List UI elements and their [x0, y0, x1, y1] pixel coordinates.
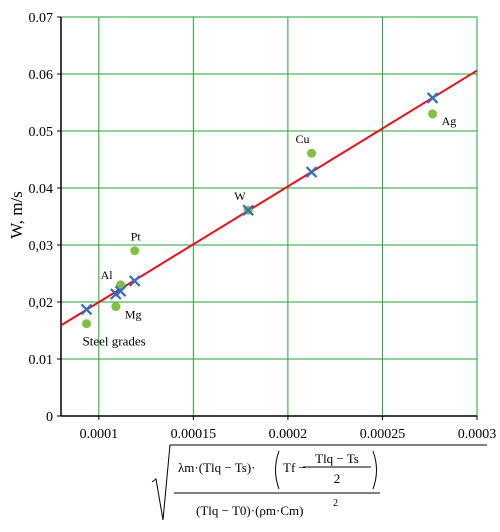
formula-numerator-left: λm·(Tlq − Ts)·: [178, 460, 255, 475]
fit-line-group: [60, 69, 478, 327]
point-label: W: [234, 189, 246, 203]
calculated-point: [128, 275, 141, 287]
fit-line: [60, 69, 478, 327]
point-label: Ag: [442, 114, 457, 128]
x-tick-label: 0.00025: [360, 427, 406, 442]
experimental-point: [111, 302, 121, 312]
x-axis-ticks: 0.0001 0.00015 0.0002 0.00025 0.0003: [80, 416, 497, 442]
y-tick-label: 0.01: [29, 353, 54, 368]
formula-denominator: (Tlq − T0)·(ρm·Cm): [196, 503, 303, 518]
experimental-point: [116, 280, 126, 290]
calculated-point: [426, 92, 439, 104]
formula-paren-left: [275, 450, 280, 490]
plot-border: [60, 16, 478, 417]
y-axis-ticks: 0 0.01 0,02 0,03 0.04 0.05 0.06 0.07: [29, 11, 61, 425]
calculated-point: [80, 303, 93, 316]
formula-paren-right: [372, 450, 377, 490]
experimental-points: [82, 109, 438, 329]
experimental-point: [428, 109, 438, 119]
experimental-point: [82, 319, 92, 329]
y-tick-label: 0.04: [29, 182, 54, 197]
calculated-point: [305, 166, 318, 178]
formula-tf: Tf −: [283, 460, 306, 475]
y-tick-label: 0.05: [29, 125, 54, 140]
x-tick-label: 0.00015: [171, 427, 217, 442]
formula-fraction-numerator: Tlq − Ts: [315, 451, 359, 466]
y-tick-label: 0.07: [29, 11, 54, 26]
x-axis-label-formula: λm·(Tlq − Ts)· Tf − Tlq − Ts 2 (Tlq − T0…: [151, 444, 487, 521]
point-label: Mg: [125, 308, 142, 322]
plot-frame: [60, 16, 478, 417]
sqrt-sign: [151, 444, 487, 521]
calculated-point: [114, 285, 127, 297]
point-label: Steel grades: [83, 334, 146, 349]
y-tick-label: 0.06: [29, 68, 54, 83]
y-axis-label: W, m/s: [7, 191, 26, 239]
calculated-point: [242, 204, 254, 217]
x-tick-label: 0.0003: [458, 427, 497, 442]
x-tick-label: 0.0002: [269, 427, 308, 442]
point-labels: Steel grades Mg Al Pt W Cu Ag: [83, 114, 457, 349]
formula-denominator-exponent: 2: [333, 498, 338, 509]
formula-fraction-denominator: 2: [334, 471, 341, 486]
point-label: Pt: [131, 230, 142, 244]
experimental-point: [130, 246, 140, 256]
point-label: Cu: [296, 132, 310, 146]
experimental-point: [307, 148, 317, 158]
point-label: Al: [101, 268, 114, 282]
grid: [61, 16, 478, 416]
x-tick-label: 0.0001: [80, 427, 119, 442]
y-tick-label: 0,03: [29, 239, 54, 254]
y-tick-label: 0,02: [29, 296, 54, 311]
y-tick-label: 0: [46, 410, 53, 425]
calculated-points: [80, 92, 439, 316]
